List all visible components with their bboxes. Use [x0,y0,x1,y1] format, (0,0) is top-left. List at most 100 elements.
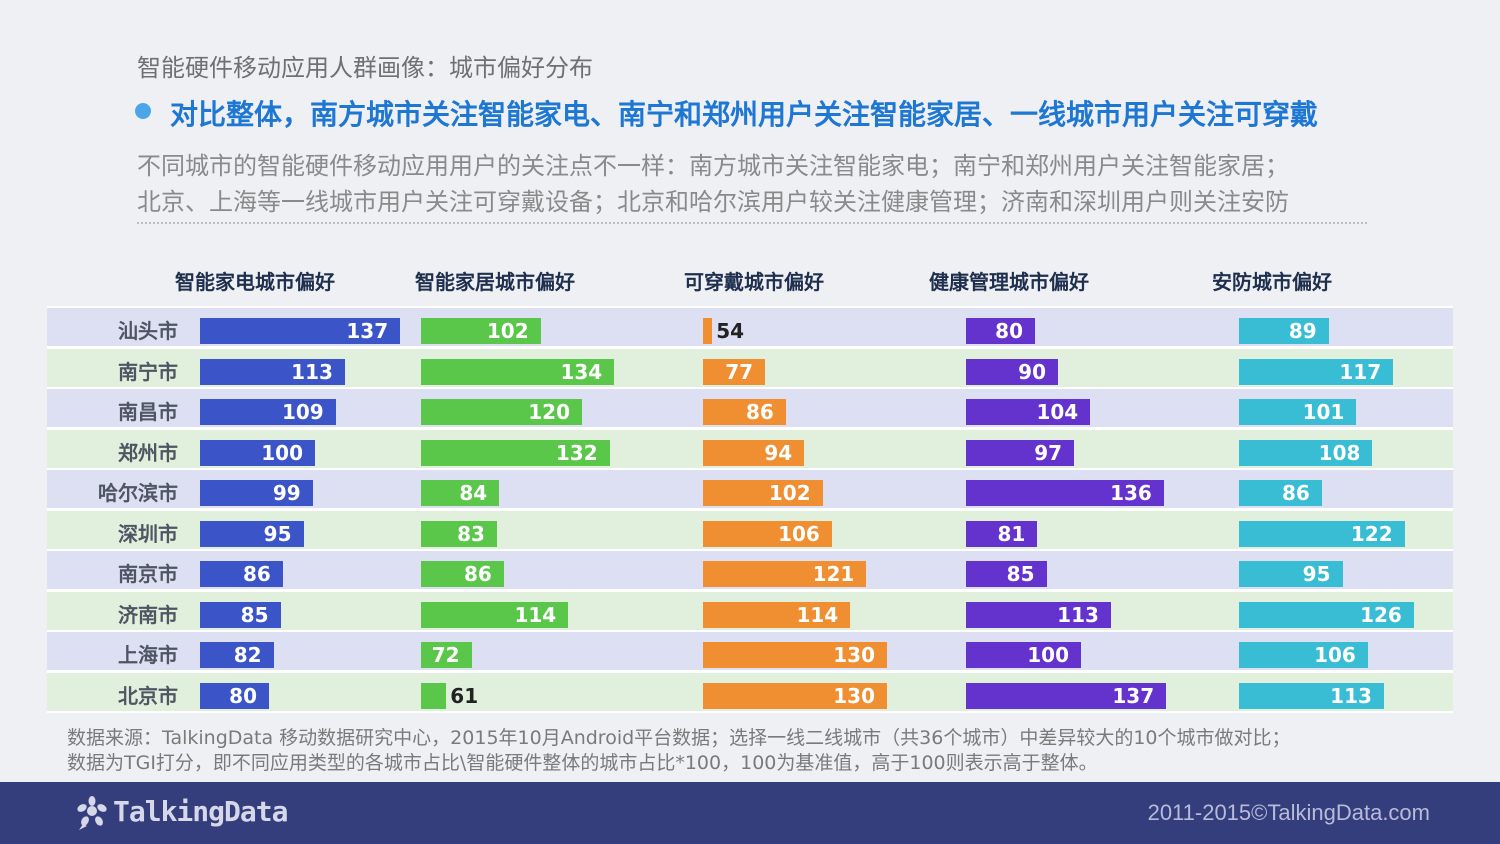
bar [1239,399,1357,425]
city-label: 哈尔滨市 [98,481,178,505]
bar [200,318,401,344]
source-note-line: 数据为TGI打分，即不同应用类型的各城市占比\智能硬件整体的城市占比*100，1… [67,752,1098,774]
bar [421,682,447,709]
bar [1239,520,1405,547]
data-label: 85 [1006,562,1035,586]
bar [421,642,472,668]
city-label: 上海市 [118,643,178,667]
column-title: 安防城市偏好 [1212,270,1332,294]
bar [966,480,1164,506]
data-label: 86 [242,562,271,586]
bar [703,358,766,385]
bar [421,318,541,344]
bar [966,399,1091,425]
bar [1239,642,1368,668]
bar [1239,480,1322,506]
data-label: 80 [995,319,1023,343]
data-label: 83 [457,521,485,546]
data-label: 113 [291,359,333,384]
data-label: 99 [272,481,301,505]
data-label: 77 [725,359,754,384]
bar [421,561,504,587]
bar [1239,682,1384,709]
data-label: 95 [263,521,292,546]
bar [200,358,345,385]
data-label: 130 [833,683,875,708]
bar [200,439,315,466]
data-label: 121 [812,562,855,586]
bar [966,520,1038,547]
data-label: 89 [1288,319,1317,343]
column-title: 智能家电城市偏好 [175,270,335,294]
data-label: 134 [560,359,603,384]
data-label: 114 [796,602,839,627]
data-label: 132 [555,440,598,465]
data-label: 85 [240,602,269,627]
bar [421,399,582,425]
bar [966,358,1058,385]
bar [421,601,569,628]
bar [1239,318,1329,344]
data-label: 97 [1034,440,1063,465]
data-label: 61 [450,683,479,708]
data-label: 80 [229,683,257,708]
data-label: 82 [233,643,262,667]
data-label: 104 [1036,400,1079,424]
bar [1239,358,1394,385]
data-label: 130 [833,643,875,667]
bar [703,439,805,466]
data-label: 94 [764,440,793,465]
data-label: 109 [281,400,324,424]
column-title: 健康管理城市偏好 [929,270,1089,294]
bar [703,682,887,709]
bar [966,439,1075,466]
city-label: 南宁市 [118,359,178,384]
data-label: 106 [1314,643,1356,667]
bar [703,601,851,628]
data-label: 72 [431,643,460,667]
data-label: 122 [1350,521,1393,546]
data-label: 137 [1112,683,1155,708]
description-line: 不同城市的智能硬件移动应用用户的关注点不一样：南方城市关注智能家电；南宁和郑州用… [137,152,1289,180]
column-title: 智能家居城市偏好 [415,270,575,294]
city-label: 深圳市 [118,521,178,546]
bar [966,642,1081,668]
city-label: 南昌市 [118,400,178,424]
bar [421,358,615,385]
data-label: 84 [459,481,488,505]
bar [966,561,1047,587]
bar [703,642,887,668]
data-label: 108 [1318,440,1361,465]
bar [421,520,497,547]
data-label: 113 [1330,683,1372,708]
bar [703,399,786,425]
description-line: 北京、上海等一线城市用户关注可穿戴设备；北京和哈尔滨用户较关注健康管理；济南和深… [137,188,1289,216]
bar [1239,439,1373,466]
bar [200,520,304,547]
data-label: 101 [1302,400,1345,424]
city-label: 郑州市 [118,440,178,465]
data-label: 81 [997,521,1026,546]
bar [703,318,713,344]
city-label: 济南市 [118,602,178,627]
city-label: 汕头市 [118,319,178,343]
source-note: 数据来源：TalkingData 移动数据研究中心，2015年10月Androi… [67,726,1291,776]
bar [966,601,1111,628]
data-label: 114 [514,602,557,627]
page-headline: 对比整体，南方城市关注智能家电、南宁和郑州用户关注智能家居、一线城市用户关注可穿… [170,98,1319,131]
talkingdata-logo-icon [77,796,107,830]
bar [200,601,281,628]
bar [200,642,274,668]
data-label: 86 [745,400,774,424]
bar [966,682,1167,709]
data-label: 137 [346,319,389,343]
footer-copyright: 2011-2015©TalkingData.com [1147,800,1430,825]
description: 不同城市的智能硬件移动应用用户的关注点不一样：南方城市关注智能家电；南宁和郑州用… [137,148,1367,224]
data-label: 120 [528,400,570,424]
data-label: 102 [768,481,811,505]
data-label: 113 [1057,602,1099,627]
data-label: 102 [486,319,529,343]
data-label: 90 [1018,359,1046,384]
footer-logo-text: TalkingData [113,795,288,828]
bar [200,561,283,587]
